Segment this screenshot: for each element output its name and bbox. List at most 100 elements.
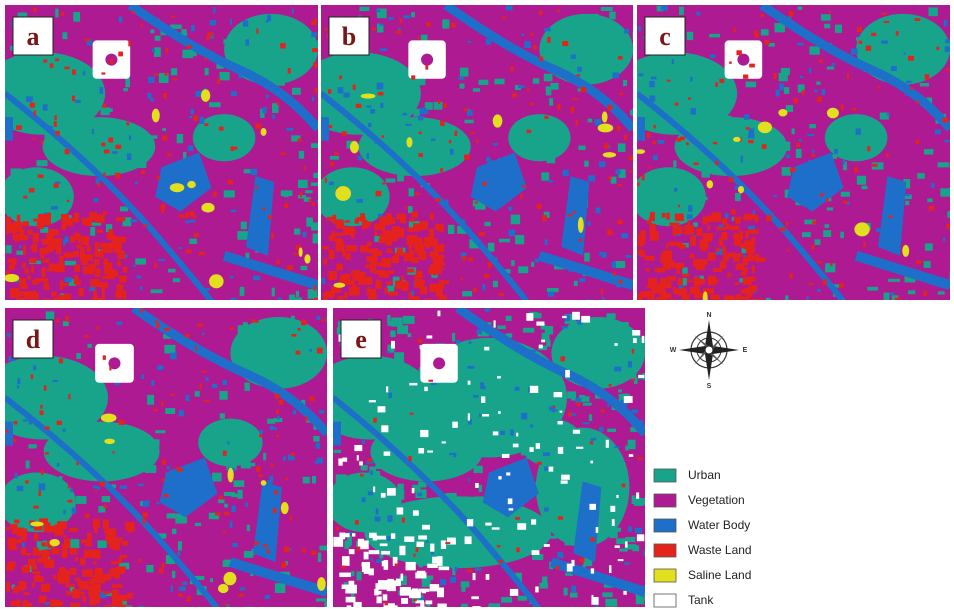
bare-speck (609, 565, 611, 573)
urban-speck (455, 159, 459, 166)
waste-speck (91, 584, 101, 594)
urban-speck (461, 581, 470, 587)
waste-speck (104, 150, 110, 154)
waste-speck (206, 36, 210, 39)
waste-speck (871, 33, 876, 36)
urban-speck (284, 369, 289, 377)
waste-speck (710, 233, 713, 238)
urban-speck (104, 108, 113, 112)
waste-speck (411, 75, 415, 79)
bare-speck (606, 440, 609, 448)
waste-speck (258, 474, 262, 477)
left-lake (333, 422, 341, 446)
waste-speck (425, 299, 432, 307)
urban-speck (920, 83, 929, 86)
saline-patch (30, 522, 43, 527)
bare-speck (340, 533, 350, 537)
water-speck (653, 155, 658, 160)
water-speck (367, 153, 369, 159)
urban-speck (501, 597, 512, 603)
urban-speck (792, 129, 795, 135)
urban-speck (409, 432, 421, 440)
urban-speck (539, 391, 549, 398)
waste-speck (296, 351, 301, 355)
urban-speck (511, 392, 522, 396)
waste-speck (708, 252, 716, 260)
water-speck (357, 156, 362, 161)
waste-speck (112, 589, 119, 599)
saline-patch (304, 254, 310, 263)
waste-speck (103, 211, 107, 215)
waste-speck (80, 247, 85, 255)
waste-speck (389, 291, 398, 295)
bare-speck (369, 400, 376, 402)
water-speck (188, 146, 194, 152)
waste-speck (766, 215, 771, 221)
water-speck (774, 195, 777, 197)
urban-speck (178, 541, 182, 550)
urban-speck (49, 193, 54, 200)
urban-speck (544, 74, 553, 82)
waste-speck (925, 74, 930, 79)
waste-speck (646, 291, 651, 295)
waste-speck (410, 219, 415, 222)
urban-speck (762, 149, 769, 156)
waste-speck (529, 103, 533, 106)
map-panel: b (296, 5, 640, 309)
water-speck (376, 559, 382, 563)
urban-speck (243, 322, 248, 328)
water-speck (75, 100, 81, 103)
waste-speck (33, 8, 36, 12)
urban-speck (344, 513, 350, 522)
saline-patch (406, 137, 412, 147)
urban-speck (761, 29, 769, 35)
water-speck (92, 129, 94, 134)
water-speck (568, 266, 572, 272)
waste-speck (410, 413, 414, 415)
waste-speck (22, 229, 25, 235)
bare-speck (378, 406, 386, 412)
saline-patch (361, 93, 376, 98)
waste-speck (667, 80, 671, 82)
waste-speck (722, 246, 726, 254)
urban-speck (291, 316, 295, 320)
waste-speck (72, 589, 80, 598)
water-speck (544, 466, 548, 470)
urban-speck (13, 491, 25, 499)
bare-speck (419, 589, 429, 592)
waste-speck (55, 58, 59, 61)
waste-speck (430, 213, 434, 220)
waste-speck (629, 170, 633, 172)
urban-speck (52, 489, 63, 495)
waste-speck (38, 174, 44, 177)
water-speck (602, 252, 607, 258)
water-speck (268, 188, 271, 195)
waste-speck (702, 241, 709, 249)
waste-speck (69, 528, 78, 532)
water-speck (851, 49, 858, 55)
bare-speck (485, 523, 491, 526)
urban-speck (448, 225, 455, 234)
water-speck (266, 95, 269, 98)
urban-speck (533, 78, 540, 83)
water-speck (405, 124, 411, 126)
bare-speck (386, 386, 388, 392)
urban-speck (588, 119, 593, 123)
waste-speck (300, 192, 302, 197)
urban-speck (442, 19, 449, 28)
bare-speck (481, 396, 485, 403)
urban-speck (241, 222, 247, 230)
waste-speck (207, 32, 213, 36)
bare-speck (374, 589, 378, 596)
waste-speck (522, 185, 527, 187)
waste-speck (165, 72, 168, 75)
waste-speck (638, 457, 643, 460)
water-speck (624, 562, 630, 564)
water-speck (329, 182, 334, 186)
urban-speck (91, 222, 101, 225)
waste-speck (395, 563, 398, 566)
urban-speck (425, 155, 435, 158)
water-speck (482, 284, 485, 290)
saline-patch (201, 203, 214, 213)
waste-speck (89, 212, 97, 221)
